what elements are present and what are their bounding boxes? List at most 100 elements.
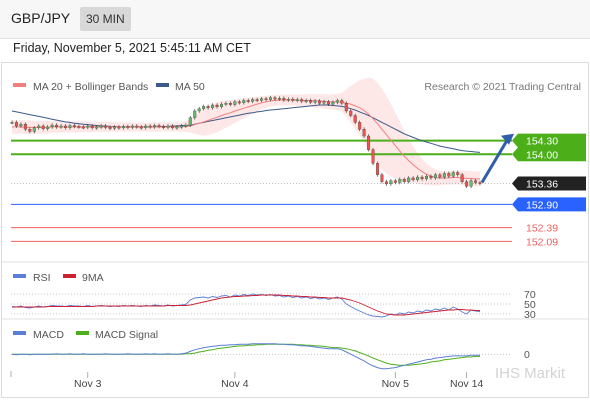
candle-body [398,179,402,183]
candle-body [59,125,63,128]
candle-body [358,122,362,130]
candle-body [433,174,437,179]
ma50-line [11,104,481,153]
candle-body [202,106,206,109]
candle-body [251,99,255,102]
candle-body [425,175,429,180]
candle-body [407,177,411,182]
candle-body [23,124,27,130]
candle-body [255,99,259,101]
candle-body [335,100,339,103]
price-level-tag [512,147,586,162]
candle-body [81,126,85,129]
candle-body [273,97,277,100]
candle-body [153,125,157,128]
candle-body [14,122,18,127]
candle-body [411,177,415,180]
candle-body [126,126,130,128]
candle-body [242,100,246,103]
price-level-tag [512,197,586,212]
chart-frame [1,62,589,398]
candle-body [465,181,469,187]
rsi-level-label: 70 [524,289,536,301]
price-level-label: 152.90 [526,199,558,211]
candle-body [237,101,241,104]
candle-body [28,129,32,132]
x-axis-label: Nov 5 [382,378,410,390]
legend-label-macd: MACD [33,329,64,341]
legend-label-rsi: RSI [33,272,51,284]
candle-body [206,106,210,108]
candle-body [340,100,344,104]
candle-body [197,108,201,112]
candle-body [55,124,59,128]
candle-body [121,126,125,128]
rsi-ma-line [12,294,480,316]
bollinger-band-area [12,77,480,187]
candle-body [162,126,166,128]
candle-body [389,180,393,185]
candle-body [68,125,72,128]
legend-label-ma50: MA 50 [175,81,205,93]
candle-body [451,172,455,177]
candle-body [331,102,335,105]
candle-body [224,103,228,105]
price-level-label: 154.30 [526,136,558,148]
candle-body [260,98,264,101]
price-level-label: 152.39 [526,223,558,235]
currency-pair-title: GBP/JPY [11,10,71,26]
candle-body [99,125,103,128]
candle-body [460,174,464,182]
candle-body [32,127,36,132]
candle-body [148,125,152,128]
candle-body [402,179,406,182]
candle-body [157,125,161,127]
legend-label-rsi-ma: 9MA [82,272,104,284]
candle-body [353,115,357,123]
candle-body [420,176,424,180]
candle-body [10,122,14,124]
candle-body [175,126,179,129]
x-axis-label: Nov 4 [221,378,249,390]
candle-body [170,125,174,128]
x-axis-label: Nov 3 [74,378,102,390]
candle-body [362,129,366,137]
candle-body [19,124,23,127]
legend-swatch-rsi-ma [63,274,76,278]
candle-body [46,126,50,129]
candle-body [375,163,379,175]
price-level-tag [512,133,586,148]
candle-body [438,174,442,178]
candle-body [456,172,460,175]
candle-body [130,125,134,128]
candle-body [282,98,286,101]
candle-body [380,174,384,182]
watermark-logo: IHS Markit [495,365,566,382]
candle-body [318,100,322,104]
candle-body [469,180,473,187]
x-axis-label: Nov 14 [450,378,483,390]
macd-signal-line [12,343,480,366]
forecast-arrowhead [501,133,514,145]
legend-swatch-rsi [13,274,26,278]
candle-body [349,110,353,116]
legend-swatch-ma50 [156,83,169,87]
legend-label-ma20: MA 20 + Bollinger Bands [33,81,148,93]
candle-body [295,99,299,101]
candle-body [478,182,482,184]
candle-body [77,126,81,128]
candle-body [286,98,290,101]
legend-swatch-macd-signal [76,331,89,335]
candle-body [72,125,76,127]
candle-body [393,180,397,183]
price-level-label: 154.00 [526,149,558,161]
candle-body [135,125,139,128]
macd-level-label: 0 [524,349,530,361]
candle-body [90,125,94,128]
candle-body [166,125,170,128]
timeframe-button[interactable]: 30 MIN [80,7,131,31]
candle-body [384,181,388,185]
candle-body [95,126,99,129]
candle-body [474,180,478,183]
